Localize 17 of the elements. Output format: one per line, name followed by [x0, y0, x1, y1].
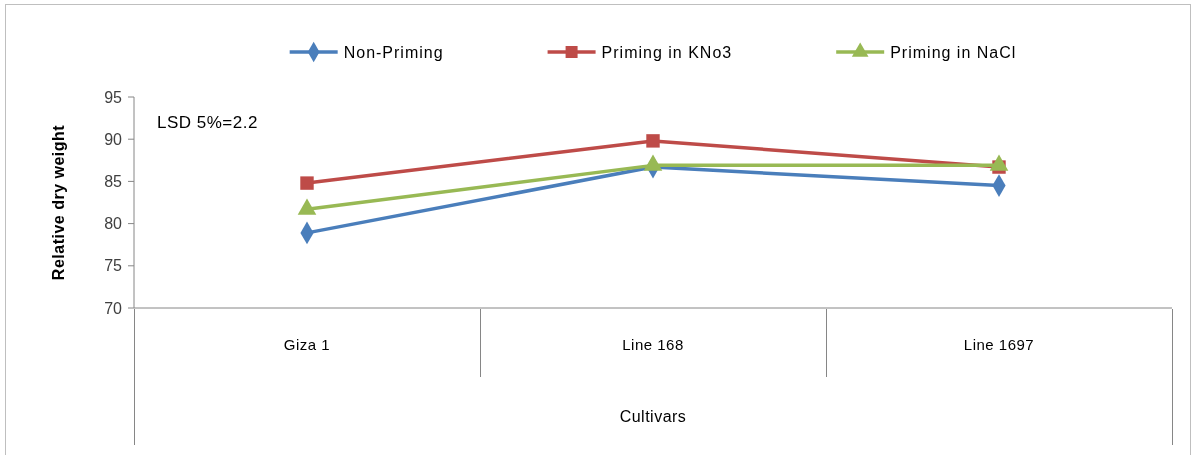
x-tick-label: Line 1697 [963, 336, 1035, 354]
x-tick-label: Line 168 [622, 336, 684, 354]
point [300, 176, 314, 190]
y-axis-title: Relative dry weight [49, 124, 67, 281]
legend-label: Non-Priming [343, 43, 444, 61]
x-axis-title: Cultivars [619, 407, 687, 425]
annotation: LSD 5%=2.2 [157, 112, 258, 132]
x-tick-label: Giza 1 [283, 336, 331, 354]
y-tick-label: 90 [104, 130, 123, 148]
y-tick-label: 75 [104, 257, 123, 275]
y-tick-label: 80 [104, 215, 123, 233]
y-tick-label: 70 [104, 299, 123, 317]
legend-label: Priming in KNo3 [601, 43, 733, 61]
legend-label: Priming in NaCl [890, 43, 1017, 61]
y-tick-label: 85 [104, 173, 123, 190]
y-tick-label: 95 [104, 88, 123, 106]
point [646, 134, 660, 148]
